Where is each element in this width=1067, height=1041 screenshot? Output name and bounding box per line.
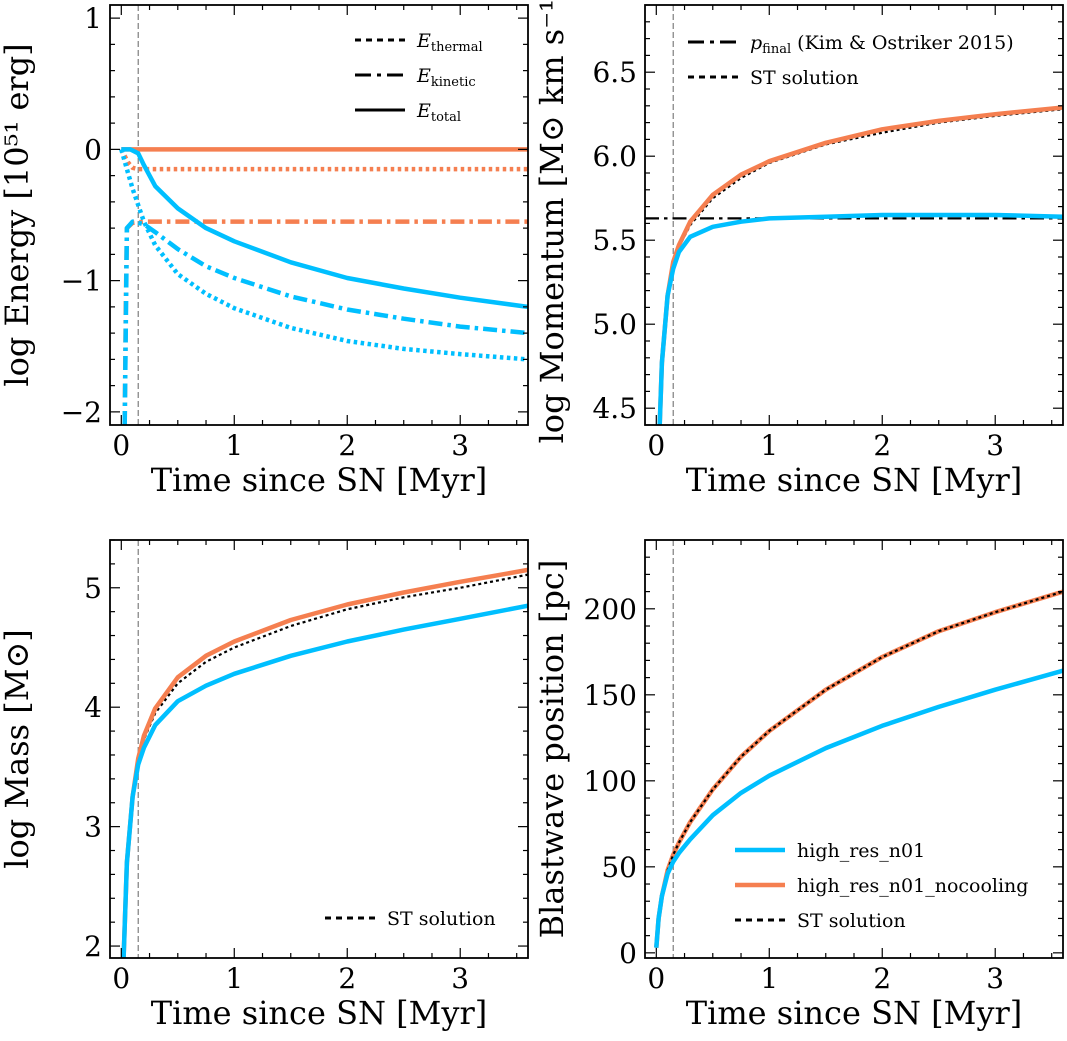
- x-tick-label: 1: [760, 429, 778, 462]
- x-tick-label: 1: [225, 962, 243, 995]
- panel-momentum: 0 1 2 3 4.5 5.0 5.5 6.0 6.5 Time since SN [Myr] lo…: [533, 0, 1064, 499]
- y-tick-label: 4: [84, 691, 102, 724]
- x-tick-label: 3: [986, 962, 1004, 995]
- axes-frame: [109, 539, 529, 959]
- series-group: [121, 567, 528, 958]
- x-tick-label: 0: [647, 429, 665, 462]
- legend-entry: pfinal (Kim & Ostriker 2015): [750, 32, 1014, 57]
- x-tick-label: 0: [647, 962, 665, 995]
- x-axis-label: Time since SN [Myr]: [151, 994, 488, 1032]
- axes-frame: [109, 4, 529, 426]
- series-group: [654, 589, 1063, 948]
- y-tick-label: 150: [584, 679, 637, 712]
- y-tick-label: 4.5: [592, 392, 637, 425]
- x-tick-label: 3: [451, 429, 469, 462]
- x-tick-label: 1: [225, 429, 243, 462]
- y-tick-label: 50: [601, 851, 637, 884]
- series-cooling-M: [121, 603, 528, 958]
- y-tick-label: 100: [584, 765, 637, 798]
- legend-entry: ST solution: [750, 67, 859, 89]
- y-tick-label: 0: [619, 937, 637, 970]
- legend-entry: Ethermal: [416, 30, 483, 55]
- x-tick-label: 0: [112, 962, 130, 995]
- legend-entry: ST solution: [797, 910, 906, 932]
- panel-energy: 0 1 2 3 1 0 −1 −2 Time since SN [Myr] log Energy …: [0, 2, 529, 499]
- y-tick-label: 2: [84, 930, 102, 963]
- y-tick-label: 200: [584, 593, 637, 626]
- x-tick-label: 1: [760, 962, 778, 995]
- y-axis-label: log Momentum [M⊙ km s⁻¹]: [533, 0, 571, 443]
- series-cooling-E_total: [121, 147, 528, 310]
- legend: Ethermal Ekinetic Etotal: [355, 30, 483, 125]
- legend-entry: high_res_n01: [797, 840, 925, 862]
- legend-entry: Ekinetic: [416, 65, 476, 90]
- x-tick-label: 2: [338, 429, 356, 462]
- y-tick-label: −2: [61, 396, 102, 429]
- legend: pfinal (Kim & Ostriker 2015) ST solution: [688, 32, 1014, 89]
- x-axis-label: Time since SN [Myr]: [686, 994, 1023, 1032]
- x-tick-label: 2: [873, 429, 891, 462]
- legend: high_res_n01 high_res_n01_nocooling ST sol…: [735, 840, 1028, 932]
- series-nocooling-M: [121, 567, 528, 958]
- series-nocooling-p: [657, 105, 1063, 425]
- panel-mass: 0 1 2 3 2 3 4 5 Time since SN [Myr] log Mass [M⊙]…: [0, 539, 529, 1032]
- y-axis-label: log Energy [10⁵¹ erg]: [0, 43, 36, 386]
- y-axis-label: log Mass [M⊙]: [0, 629, 36, 869]
- series-group: [119, 147, 528, 425]
- legend-entry: ST solution: [387, 908, 496, 930]
- series-cooling-R: [654, 668, 1063, 948]
- x-tick-label: 3: [451, 962, 469, 995]
- y-tick-label: 6.5: [592, 56, 637, 89]
- y-tick-label: 3: [84, 811, 102, 844]
- x-axis-label: Time since SN [Myr]: [686, 461, 1023, 499]
- panel-blastwave: 0 1 2 3 0 50 100 150 200 Time since SN [Myr] Blast…: [533, 539, 1064, 1032]
- series-cooling-E_thermal: [119, 148, 528, 362]
- y-tick-label: 5: [84, 572, 102, 605]
- series-analytic-ST: [658, 108, 1063, 425]
- legend-entry: high_res_n01_nocooling: [797, 875, 1028, 897]
- series-group: [645, 105, 1063, 425]
- y-tick-label: 5.0: [592, 308, 637, 341]
- legend: ST solution: [325, 908, 496, 930]
- x-tick-label: 0: [112, 429, 130, 462]
- x-tick-label: 2: [873, 962, 891, 995]
- x-tick-label: 3: [986, 429, 1004, 462]
- y-tick-label: −1: [61, 265, 102, 298]
- x-axis-label: Time since SN [Myr]: [151, 461, 488, 499]
- y-tick-label: 6.0: [592, 140, 637, 173]
- series-cooling-E_kinetic: [122, 219, 528, 425]
- x-tick-label: 2: [338, 962, 356, 995]
- y-axis-label: Blastwave position [pc]: [533, 560, 571, 939]
- series-nocooling-E_thermal: [119, 148, 528, 172]
- series-cooling-p: [657, 212, 1063, 425]
- legend-entry: Etotal: [416, 100, 461, 125]
- series-analytic-ST: [122, 573, 528, 958]
- y-tick-label: 5.5: [592, 224, 637, 257]
- y-tick-label: 0: [84, 133, 102, 166]
- y-tick-label: 1: [84, 2, 102, 35]
